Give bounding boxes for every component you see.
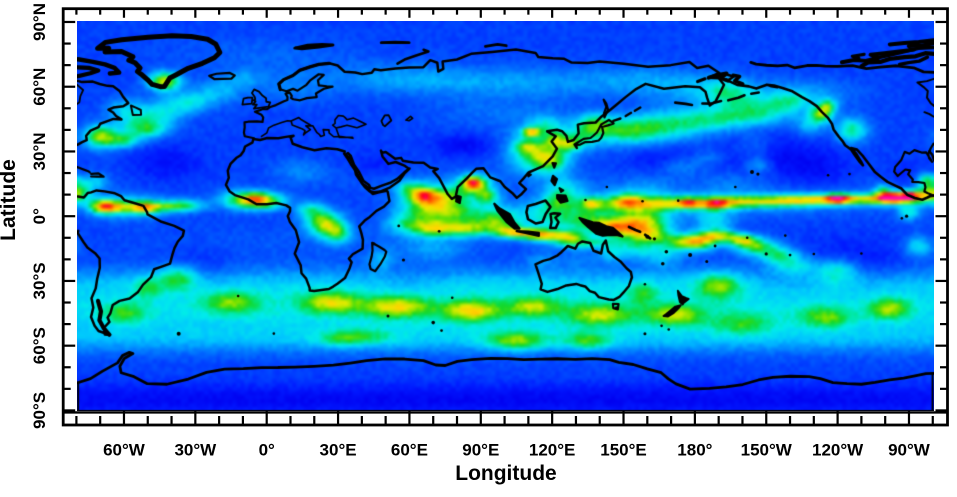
svg-text:30°W: 30°W: [174, 441, 217, 460]
svg-text:90°E: 90°E: [462, 441, 499, 460]
svg-text:0°: 0°: [259, 441, 275, 460]
svg-text:60°W: 60°W: [103, 441, 146, 460]
svg-text:120°W: 120°W: [812, 441, 864, 460]
svg-text:90°S: 90°S: [30, 392, 49, 429]
svg-text:0°: 0°: [30, 208, 49, 224]
svg-text:150°W: 150°W: [741, 441, 793, 460]
svg-text:90°W: 90°W: [888, 441, 931, 460]
svg-text:150°E: 150°E: [600, 441, 647, 460]
svg-text:30°E: 30°E: [320, 441, 357, 460]
svg-text:60°E: 60°E: [391, 441, 428, 460]
svg-text:30°S: 30°S: [30, 262, 49, 299]
svg-text:120°E: 120°E: [529, 441, 576, 460]
svg-text:60°N: 60°N: [30, 68, 49, 106]
svg-text:60°S: 60°S: [30, 327, 49, 364]
svg-text:180°: 180°: [677, 441, 712, 460]
svg-text:Latitude: Latitude: [0, 159, 20, 241]
svg-text:Longitude: Longitude: [455, 462, 556, 485]
svg-text:30°N: 30°N: [30, 132, 49, 170]
svg-text:90°N: 90°N: [30, 3, 49, 41]
